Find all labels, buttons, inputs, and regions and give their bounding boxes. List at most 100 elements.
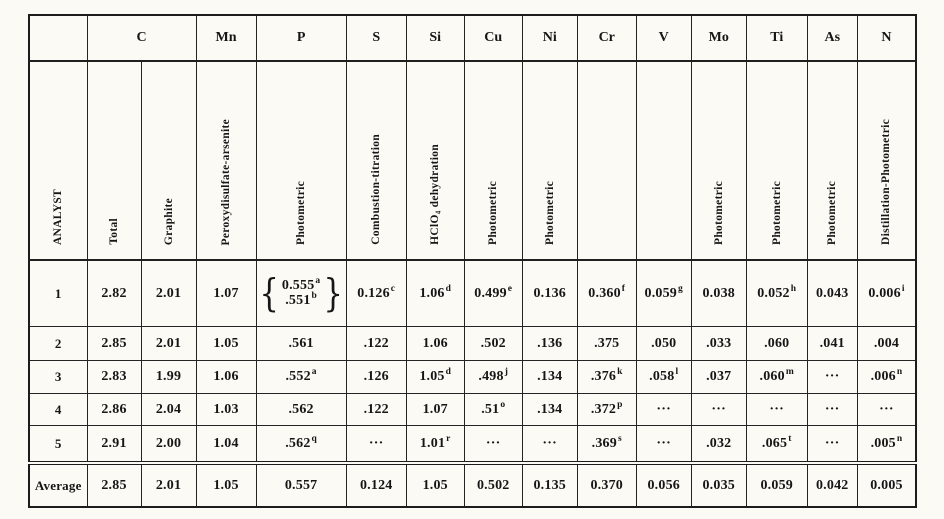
cell-row-5-cr: .369s bbox=[576, 425, 637, 464]
col-header-si: Si bbox=[405, 14, 465, 62]
cell-row-average-ti: 0.059 bbox=[745, 461, 808, 508]
cell-row-4-c-graphite: 2.04 bbox=[140, 393, 197, 426]
cell-row-2-analyst: 2 bbox=[28, 326, 88, 361]
col-header-ti: Ti bbox=[745, 14, 808, 62]
cell-row-average-v: 0.056 bbox=[635, 461, 692, 508]
cell-row-5-n: .005n bbox=[856, 425, 917, 464]
footnote-superscript: s bbox=[617, 433, 622, 444]
cell-row-1-cu: 0.499e bbox=[463, 259, 523, 327]
cell-row-average-ni: 0.135 bbox=[521, 461, 578, 508]
vertical-text: Photometric bbox=[487, 181, 500, 245]
cell-row-average-p: 0.557 bbox=[255, 461, 347, 508]
footnote-superscript: h bbox=[790, 283, 797, 294]
cell-row-3-as: ··· bbox=[806, 360, 858, 394]
cell-row-5-mn: 1.04 bbox=[195, 425, 257, 464]
col-header-mn: Mn bbox=[195, 14, 257, 62]
cell-row-5-c-total: 2.91 bbox=[86, 425, 142, 464]
method-label-c-total: Total bbox=[86, 60, 142, 261]
cell-row-5-c-graphite: 2.00 bbox=[140, 425, 197, 464]
row-3: 3 2.83 1.99 1.06.552a .126 1.05d .498j .134.376… bbox=[28, 360, 917, 394]
cell-row-1-c-total: 2.82 bbox=[86, 259, 142, 327]
footnote-superscript: l bbox=[675, 367, 679, 378]
footnote-superscript: o bbox=[500, 399, 506, 410]
cell-row-average-s: 0.124 bbox=[345, 461, 407, 508]
cell-row-5-as: ··· bbox=[806, 425, 858, 464]
cell-row-2-n: .004 bbox=[856, 326, 917, 361]
cell-row-1-as: 0.043 bbox=[806, 259, 858, 327]
row-4: 4 2.86 2.04 1.03.562.122 1.07.51o .134.372p ··… bbox=[28, 393, 917, 426]
row-average: Average 2.85 2.01 1.05 0.557 0.124 1.05 0.502 0.… bbox=[28, 461, 917, 508]
table-body: 1 2.82 2.01 1.07{0.555a .551b} 0.126c 1.06d 0.4… bbox=[28, 259, 917, 508]
cell-row-3-c-graphite: 1.99 bbox=[140, 360, 197, 394]
cell-row-average-analyst: Average bbox=[28, 461, 88, 508]
cell-row-average-cu: 0.502 bbox=[463, 461, 523, 508]
cell-row-4-cu: .51o bbox=[463, 393, 523, 426]
cell-row-1-c-graphite: 2.01 bbox=[140, 259, 197, 327]
cell-row-2-as: .041 bbox=[806, 326, 858, 361]
vertical-text: Graphite bbox=[162, 197, 175, 245]
footnote-superscript: t bbox=[788, 433, 792, 444]
cell-row-3-v: .058l bbox=[635, 360, 692, 394]
col-header-n: N bbox=[856, 14, 917, 62]
cell-row-5-p: .562q bbox=[255, 425, 347, 464]
cell-row-4-s: .122 bbox=[345, 393, 407, 426]
cell-row-3-ni: .134 bbox=[521, 360, 578, 394]
cell-row-3-mn: 1.06 bbox=[195, 360, 257, 394]
footnote-superscript: j bbox=[504, 367, 509, 378]
cell-row-2-cu: .502 bbox=[463, 326, 523, 361]
cell-row-3-si: 1.05d bbox=[405, 360, 465, 394]
row-5: 5 2.91 2.00 1.04.562q ··· 1.01r ··· ··· .369s ···… bbox=[28, 425, 917, 464]
cell-row-average-mn: 1.05 bbox=[195, 461, 257, 508]
cell-row-4-mn: 1.03 bbox=[195, 393, 257, 426]
cell-row-2-cr: .375 bbox=[576, 326, 637, 361]
left-brace: { bbox=[258, 271, 279, 315]
cell-row-4-ni: .134 bbox=[521, 393, 578, 426]
col-header-ni: Ni bbox=[521, 14, 578, 62]
cell-row-5-cu: ··· bbox=[463, 425, 523, 464]
footnote-superscript: c bbox=[390, 283, 396, 294]
col-header-mo: Mo bbox=[690, 14, 747, 62]
vertical-text: Photometric bbox=[295, 181, 308, 245]
cell-row-average-c-total: 2.85 bbox=[86, 461, 142, 508]
row-1: 1 2.82 2.01 1.07{0.555a .551b} 0.126c 1.06d 0.4… bbox=[28, 259, 917, 327]
method-label-s: Combustion-titration bbox=[345, 60, 407, 261]
cell-row-3-cr: .376k bbox=[576, 360, 637, 394]
cell-row-4-cr: .372p bbox=[576, 393, 637, 426]
cell-row-1-v: 0.059g bbox=[635, 259, 692, 327]
cell-row-2-ti: .060 bbox=[745, 326, 808, 361]
col-header-p: P bbox=[255, 14, 347, 62]
col-header-cr: Cr bbox=[576, 14, 637, 62]
col-header-v: V bbox=[635, 14, 692, 62]
method-label-as: Photometric bbox=[806, 60, 858, 261]
cell-row-average-mo: 0.035 bbox=[690, 461, 747, 508]
cell-row-4-as: ··· bbox=[806, 393, 858, 426]
footnote-superscript: n bbox=[896, 433, 903, 444]
footnote-superscript: i bbox=[901, 283, 905, 294]
footnote-superscript: e bbox=[507, 283, 513, 294]
cell-row-2-c-total: 2.85 bbox=[86, 326, 142, 361]
cell-row-1-ti: 0.052h bbox=[745, 259, 808, 327]
cell-row-4-n: ··· bbox=[856, 393, 917, 426]
footnote-superscript: r bbox=[446, 433, 451, 444]
vertical-text: Combustion-titration bbox=[370, 134, 383, 245]
method-label-n: Distillation-Photometric bbox=[856, 60, 917, 261]
cell-row-average-si: 1.05 bbox=[405, 461, 465, 508]
cell-row-2-c-graphite: 2.01 bbox=[140, 326, 197, 361]
footnote-superscript: q bbox=[311, 433, 318, 444]
col-header-cu: Cu bbox=[463, 14, 523, 62]
cell-row-average-cr: 0.370 bbox=[576, 461, 637, 508]
cell-row-2-si: 1.06 bbox=[405, 326, 465, 361]
vertical-text: Distillation-Photometric bbox=[880, 118, 893, 245]
cell-row-1-mo: 0.038 bbox=[690, 259, 747, 327]
col-header-blank bbox=[28, 14, 88, 62]
cell-row-1-p: {0.555a .551b} bbox=[255, 259, 347, 327]
footnote-superscript: m bbox=[785, 367, 794, 378]
row-2: 2 2.85 2.01 1.05.561.122 1.06.502.136.375.05… bbox=[28, 326, 917, 361]
cell-row-2-s: .122 bbox=[345, 326, 407, 361]
cell-row-5-ti: .065t bbox=[745, 425, 808, 464]
cell-row-5-ni: ··· bbox=[521, 425, 578, 464]
vertical-text: Photometric bbox=[712, 181, 725, 245]
cell-row-1-ni: 0.136 bbox=[521, 259, 578, 327]
cell-row-5-si: 1.01r bbox=[405, 425, 465, 464]
